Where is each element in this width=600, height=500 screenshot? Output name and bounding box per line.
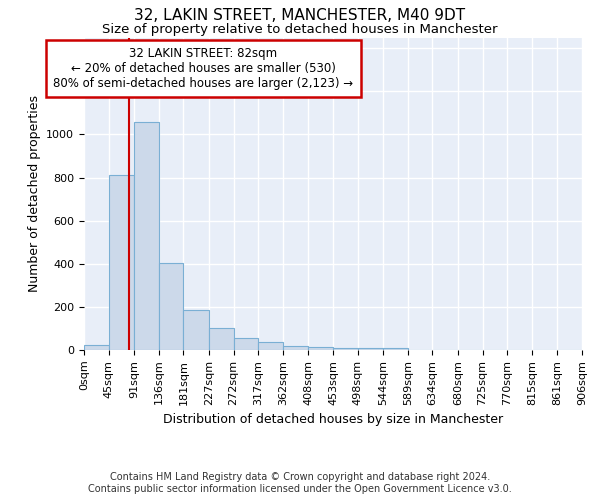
Bar [209,328,233,350]
Bar [184,310,209,350]
Bar [134,122,159,350]
Bar [159,262,184,350]
Text: Contains HM Land Registry data © Crown copyright and database right 2024.
Contai: Contains HM Land Registry data © Crown c… [88,472,512,494]
Bar [233,338,258,350]
Text: 32 LAKIN STREET: 82sqm
← 20% of detached houses are smaller (530)
80% of semi-de: 32 LAKIN STREET: 82sqm ← 20% of detached… [53,46,353,90]
Text: Size of property relative to detached houses in Manchester: Size of property relative to detached ho… [102,22,498,36]
Bar [258,342,283,350]
Bar [283,346,308,350]
Bar [109,176,134,350]
Y-axis label: Number of detached properties: Number of detached properties [28,95,41,292]
Bar [383,348,408,350]
Text: 32, LAKIN STREET, MANCHESTER, M40 9DT: 32, LAKIN STREET, MANCHESTER, M40 9DT [134,8,466,22]
X-axis label: Distribution of detached houses by size in Manchester: Distribution of detached houses by size … [163,413,503,426]
Bar [84,344,109,350]
Bar [333,348,358,350]
Bar [358,348,383,350]
Bar [308,347,333,350]
